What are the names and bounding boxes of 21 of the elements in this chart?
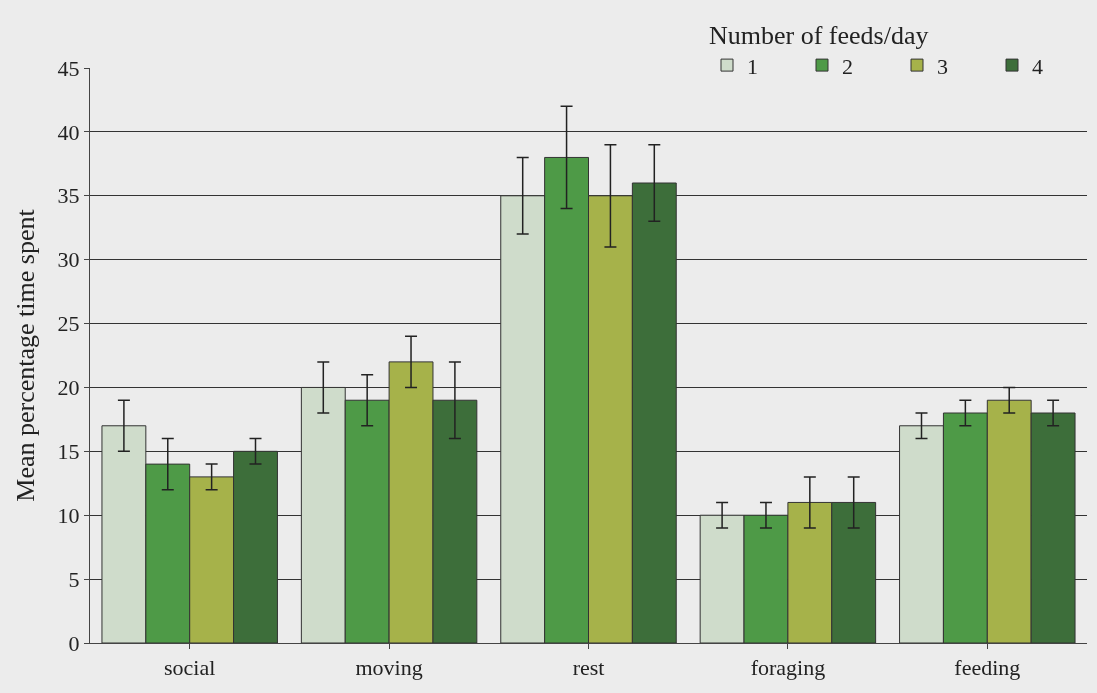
y-tick-label: 20: [57, 375, 80, 401]
legend-label: 1: [747, 53, 758, 79]
y-tick-label: 30: [57, 247, 80, 273]
x-tick-label: foraging: [750, 655, 826, 681]
y-tick-label: 0: [68, 630, 80, 656]
legend-label: 3: [937, 53, 948, 79]
y-axis-title: Mean percentage time spent: [11, 208, 40, 502]
x-tick-label: social: [164, 655, 216, 681]
legend-title: Number of feeds/day: [709, 21, 929, 51]
legend-label: 4: [1032, 53, 1043, 79]
x-tick-label: moving: [355, 655, 423, 681]
x-tick-label: rest: [572, 655, 605, 681]
y-tick-label: 10: [57, 502, 80, 528]
y-tick-label: 25: [57, 311, 80, 337]
y-tick-label: 45: [57, 55, 80, 81]
legend-label: 2: [842, 53, 853, 79]
y-tick-label: 35: [57, 183, 80, 209]
y-tick-label: 5: [68, 566, 80, 592]
y-tick-label: 40: [57, 119, 80, 145]
y-tick-label: 15: [57, 439, 80, 465]
x-tick-label: feeding: [954, 655, 1021, 681]
